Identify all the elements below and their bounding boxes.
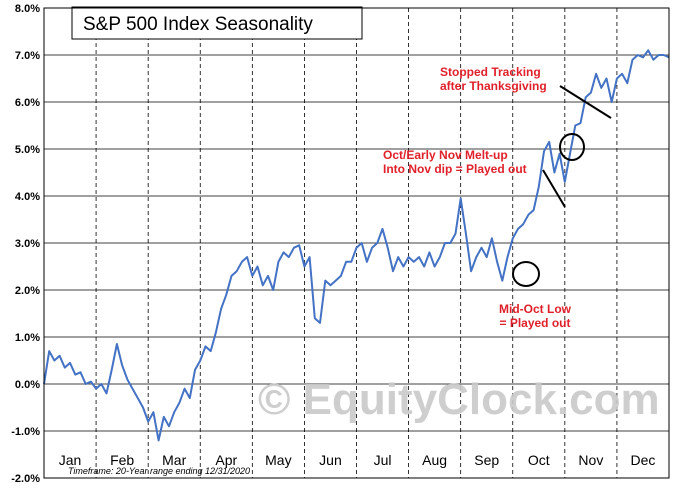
x-tick-label: Mar — [162, 452, 186, 468]
y-tick-label: 3.0% — [15, 238, 40, 250]
y-tick-label: 0.0% — [15, 379, 40, 391]
annotation-melt-up-line: Oct/Early Nov Melt-up — [383, 148, 508, 162]
x-tick-label: Jan — [59, 452, 82, 468]
annotation-melt-up-line: Into Nov dip = Played out — [383, 162, 527, 176]
y-tick-label: 6.0% — [15, 97, 40, 109]
x-tick-label: Feb — [110, 452, 134, 468]
y-tick-label: 8.0% — [15, 3, 40, 15]
title-box — [71, 6, 363, 40]
y-tick-label: 1.0% — [15, 332, 40, 344]
y-tick-label: 7.0% — [15, 50, 40, 62]
y-tick-label: 2.0% — [15, 285, 40, 297]
x-tick-label: Jul — [374, 452, 392, 468]
y-axis-ticks: -2.0% -1.0% 0.0% 1.0% 2.0% 3.0% 4.0% 5.0% 6.0% 7.… — [11, 3, 40, 485]
annotation-mid-oct-low-line: = Played out — [499, 316, 570, 330]
thanksgiving-pointer-line — [559, 85, 612, 119]
x-tick-label: Oct — [528, 452, 550, 468]
y-tick-label: 5.0% — [15, 144, 40, 156]
x-tick-label: Dec — [631, 452, 656, 468]
melt-up-circle-marker — [559, 133, 585, 161]
chart-footnote: Timeframe: 20-Year range ending 12/31/20… — [68, 466, 250, 476]
x-tick-label: Sep — [474, 452, 499, 468]
x-tick-label: Nov — [578, 452, 603, 468]
x-tick-label: Apr — [215, 452, 237, 468]
series-layer — [43, 49, 670, 442]
chart-title: S&P 500 Index Seasonality — [83, 14, 313, 35]
x-tick-label: May — [265, 452, 291, 468]
annotation-stopped-tracking-line: after Thanksgiving — [440, 79, 547, 93]
y-tick-label: -1.0% — [11, 426, 40, 438]
y-tick-label: 4.0% — [15, 191, 40, 203]
melt-up-pointer-line — [542, 169, 566, 208]
annotation-mid-oct-low-line: Mid-Oct Low — [499, 302, 572, 316]
x-axis-ticks: Jan Feb Mar Apr May Jun Jul Aug Sep Oct Nov Dec — [59, 452, 656, 468]
mid-oct-low-circle-marker — [512, 261, 540, 287]
x-tick-label: Aug — [422, 452, 447, 468]
plot-frame — [43, 7, 670, 479]
y-tick-label: -2.0% — [11, 473, 40, 485]
series-line — [43, 49, 670, 442]
watermark-text: © EquityClock.com — [258, 375, 660, 424]
annotation-markers — [512, 85, 612, 287]
x-tick-label: Jun — [319, 452, 342, 468]
annotation-stopped-tracking-line: Stopped Tracking — [440, 65, 541, 79]
